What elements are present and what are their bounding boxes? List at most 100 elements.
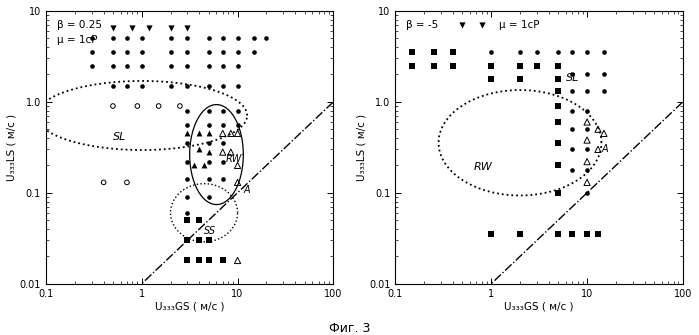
- Point: [553, 231, 564, 237]
- Point: [122, 36, 133, 41]
- Text: RW: RW: [226, 154, 242, 163]
- Point: [203, 194, 215, 200]
- Point: [217, 131, 229, 136]
- Point: [86, 36, 97, 41]
- Point: [486, 76, 497, 81]
- Point: [232, 63, 243, 68]
- Point: [165, 50, 176, 55]
- Point: [225, 149, 236, 155]
- Point: [582, 147, 593, 152]
- Point: [136, 83, 147, 88]
- Point: [553, 190, 564, 195]
- Point: [188, 163, 199, 168]
- Text: A: A: [601, 144, 607, 154]
- Point: [217, 149, 229, 155]
- Point: [232, 50, 243, 55]
- Point: [203, 177, 215, 182]
- Point: [567, 108, 578, 113]
- Point: [553, 103, 564, 109]
- Point: [553, 63, 564, 68]
- Point: [182, 50, 193, 55]
- Point: [194, 147, 205, 152]
- Point: [217, 177, 229, 182]
- Point: [592, 127, 603, 132]
- Point: [598, 131, 610, 136]
- Point: [477, 22, 488, 28]
- Point: [232, 163, 243, 168]
- Point: [514, 63, 526, 68]
- Point: [182, 141, 193, 146]
- Point: [514, 76, 526, 81]
- Text: Фиг. 3: Фиг. 3: [329, 322, 370, 335]
- Point: [567, 127, 578, 132]
- Point: [217, 36, 229, 41]
- Point: [182, 36, 193, 41]
- Point: [217, 258, 229, 263]
- Point: [447, 63, 459, 68]
- Point: [514, 50, 526, 55]
- Point: [203, 63, 215, 68]
- Point: [217, 63, 229, 68]
- Point: [203, 141, 215, 146]
- Point: [553, 141, 564, 146]
- Point: [182, 177, 193, 182]
- Point: [582, 167, 593, 172]
- Point: [407, 50, 418, 55]
- Point: [174, 103, 185, 109]
- Point: [122, 50, 133, 55]
- Point: [127, 25, 138, 30]
- Point: [553, 163, 564, 168]
- Point: [182, 25, 193, 30]
- Point: [567, 72, 578, 77]
- Point: [203, 108, 215, 113]
- Text: SL: SL: [565, 73, 579, 83]
- Point: [531, 63, 542, 68]
- Point: [249, 50, 260, 55]
- Point: [232, 36, 243, 41]
- Point: [567, 167, 578, 172]
- Point: [514, 231, 526, 237]
- Point: [232, 258, 243, 263]
- Point: [203, 83, 215, 88]
- Point: [122, 180, 133, 185]
- Point: [428, 63, 439, 68]
- Point: [122, 63, 133, 68]
- Point: [582, 72, 593, 77]
- Point: [108, 50, 119, 55]
- Point: [232, 180, 243, 185]
- Point: [232, 123, 243, 128]
- Point: [217, 123, 229, 128]
- Point: [165, 63, 176, 68]
- Point: [86, 63, 97, 68]
- Point: [86, 50, 97, 55]
- Text: β = -5: β = -5: [406, 20, 439, 30]
- Point: [553, 50, 564, 55]
- Point: [153, 103, 164, 109]
- Point: [582, 180, 593, 185]
- Text: μ = 1cP: μ = 1cP: [57, 35, 97, 45]
- Point: [182, 123, 193, 128]
- Point: [447, 50, 459, 55]
- Point: [132, 103, 143, 109]
- Point: [203, 159, 215, 164]
- Point: [203, 50, 215, 55]
- Point: [582, 159, 593, 164]
- Point: [203, 123, 215, 128]
- Text: A: A: [243, 185, 250, 195]
- Point: [199, 163, 210, 168]
- X-axis label: U₃₃₃GS ( м/c ): U₃₃₃GS ( м/c ): [155, 301, 224, 311]
- X-axis label: U₃₃₃GS ( м/c ): U₃₃₃GS ( м/c ): [505, 301, 574, 311]
- Point: [182, 238, 193, 243]
- Point: [108, 36, 119, 41]
- Point: [182, 210, 193, 216]
- Point: [582, 127, 593, 132]
- Point: [217, 141, 229, 146]
- Y-axis label: U₃₃₃LS ( м/c ): U₃₃₃LS ( м/c ): [356, 114, 366, 181]
- Point: [225, 131, 236, 136]
- Point: [165, 25, 176, 30]
- Point: [553, 89, 564, 94]
- Text: SL: SL: [113, 132, 127, 142]
- Point: [108, 103, 119, 109]
- Text: RW: RW: [473, 161, 492, 172]
- Point: [182, 194, 193, 200]
